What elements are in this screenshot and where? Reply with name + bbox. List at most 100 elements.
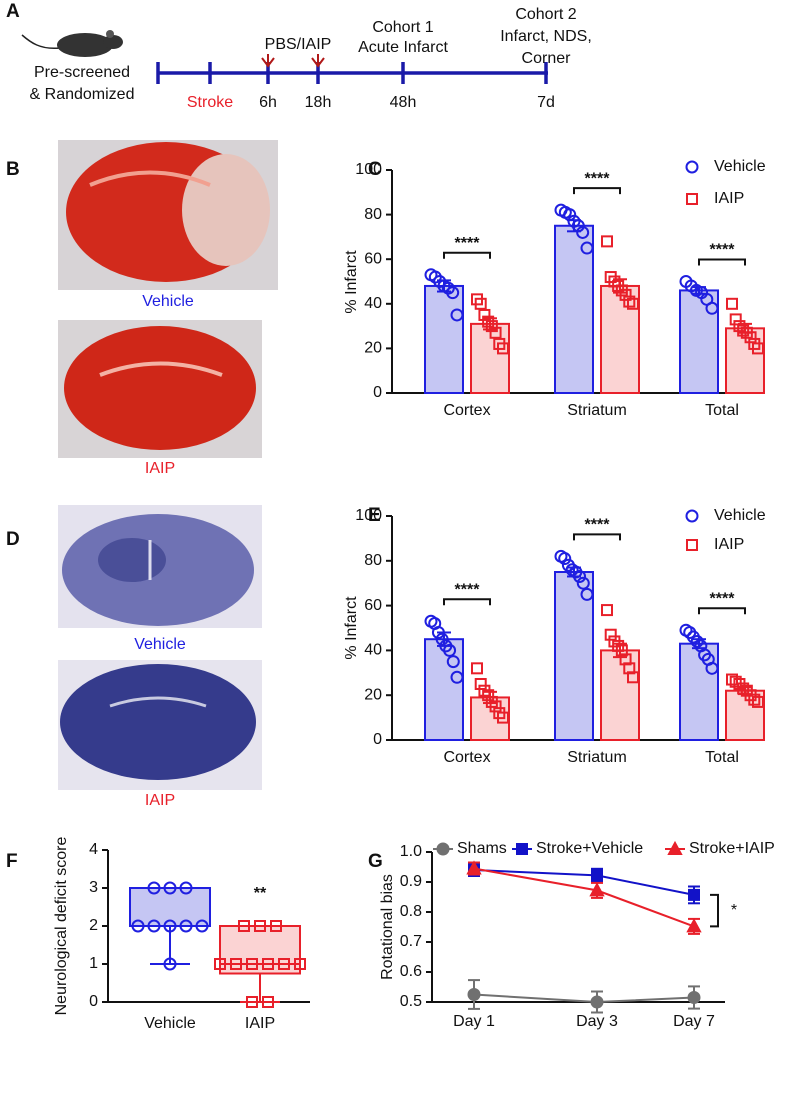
data-point (214, 958, 226, 970)
significance-label: * (731, 902, 737, 919)
box (219, 925, 301, 975)
significance-label: **** (710, 590, 736, 607)
data-point (604, 628, 617, 641)
line (473, 867, 695, 928)
panel-label: C (368, 159, 382, 180)
panel-label: B (6, 159, 20, 180)
timeline-text: & Randomized (30, 86, 135, 103)
data-point (230, 958, 242, 970)
significance-bracket (443, 598, 491, 606)
y-axis-label: Rotational bias (379, 874, 396, 980)
data-point (450, 308, 464, 322)
y-tick-label: 100 (355, 507, 382, 524)
data-point (615, 644, 628, 657)
panel-label: A (6, 1, 20, 22)
data-point (474, 297, 487, 310)
data-point (591, 869, 603, 882)
data-point (497, 711, 509, 724)
legend-label: IAIP (714, 536, 744, 553)
timeline-axis (156, 62, 548, 84)
y-axis-label: % Infarct (343, 250, 360, 314)
data-point (435, 632, 449, 646)
y-tick-label: 4 (89, 841, 98, 858)
x-tick-label: Vehicle (144, 1015, 196, 1032)
data-point (446, 655, 460, 669)
data-point (489, 700, 502, 713)
y-tick-label: 20 (364, 340, 382, 357)
x-tick-label: Cortex (443, 402, 490, 419)
image-caption: Vehicle (142, 293, 194, 310)
data-point (590, 995, 604, 1009)
data-point (163, 919, 177, 933)
data-point (497, 342, 509, 355)
x-tick-label: Total (705, 402, 739, 419)
legend-label: IAIP (714, 190, 744, 207)
data-point (246, 996, 258, 1008)
significance-bracket (573, 187, 621, 195)
data-point (687, 991, 701, 1004)
panel-label: D (6, 529, 20, 550)
x-tick-label: Day 7 (673, 1013, 715, 1030)
y-tick-label: 3 (89, 879, 98, 896)
data-point (619, 653, 632, 666)
legend-label: Vehicle (714, 158, 766, 175)
timeline-text: 18h (305, 94, 332, 111)
injection-arrow (261, 54, 325, 68)
y-tick-label: 0 (373, 384, 382, 401)
significance-bracket (573, 533, 621, 541)
x-tick-label: Day 3 (576, 1013, 618, 1030)
data-point (482, 689, 495, 702)
legend-marker (686, 193, 698, 205)
timeline-text: PBS/IAIP (265, 36, 332, 53)
data-point (294, 958, 306, 970)
data-point (467, 988, 481, 1001)
line (473, 993, 695, 1004)
data-point (726, 297, 738, 310)
data-point (262, 996, 274, 1008)
data-point (278, 958, 290, 970)
y-tick-label: 60 (364, 250, 382, 267)
timeline-text: 7d (537, 94, 555, 111)
data-point (752, 695, 764, 708)
data-point (571, 219, 585, 233)
data-point (478, 308, 491, 321)
y-tick-label: 0.6 (400, 963, 422, 980)
legend-label: Stroke+Vehicle (536, 840, 643, 857)
significance-bracket (710, 893, 719, 928)
data-point (744, 331, 757, 344)
data-point (623, 295, 636, 308)
y-tick-label: 80 (364, 206, 382, 223)
data-point (558, 552, 572, 566)
y-tick-label: 20 (364, 686, 382, 703)
y-tick-label: 0.8 (400, 903, 422, 920)
x-tick-label: Cortex (443, 749, 490, 766)
y-tick-label: 1.0 (400, 843, 422, 860)
significance-label: **** (455, 235, 481, 252)
y-tick-label: 1 (89, 955, 98, 972)
data-point (431, 625, 445, 639)
mouse-icon (21, 30, 123, 57)
data-point (179, 919, 193, 933)
image-caption: Vehicle (134, 636, 186, 653)
data-point (246, 958, 258, 970)
data-point (688, 888, 700, 901)
x-tick-label: Total (705, 749, 739, 766)
x-tick-label: Striatum (567, 402, 627, 419)
legend-marker (667, 840, 683, 855)
timeline-text: Corner (522, 50, 572, 67)
data-point (254, 920, 266, 932)
data-point (450, 670, 464, 684)
brain-image (58, 320, 262, 458)
brain-image (58, 505, 262, 628)
timeline-text: 48h (390, 94, 417, 111)
data-point (262, 958, 274, 970)
panel-label: E (368, 505, 381, 526)
timeline-text: Pre-screened (34, 64, 130, 81)
data-point (474, 678, 487, 690)
y-tick-label: 60 (364, 597, 382, 614)
y-tick-label: 2 (89, 917, 98, 934)
y-tick-label: 40 (364, 295, 382, 312)
legend-marker (685, 509, 699, 523)
data-point (623, 662, 636, 675)
